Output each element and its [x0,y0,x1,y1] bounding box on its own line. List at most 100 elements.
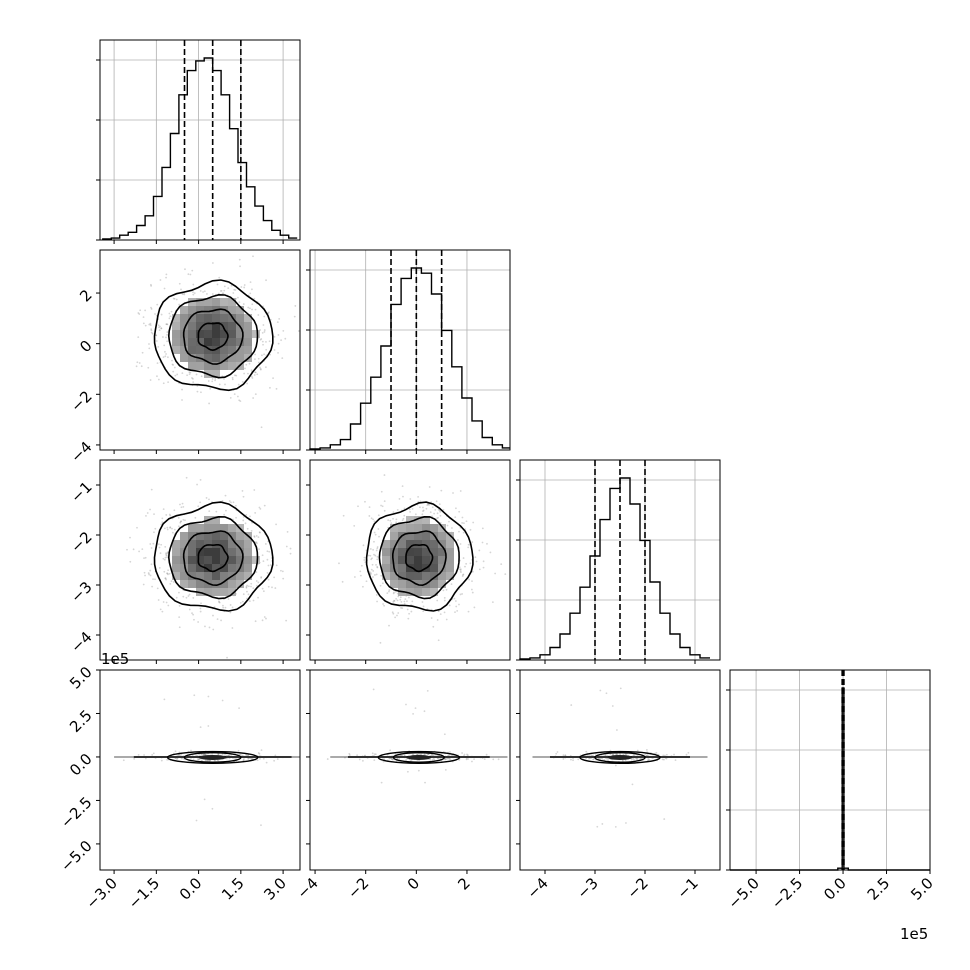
scatter-point [200,759,203,762]
contour-core [198,754,227,760]
scatter-point [150,563,153,566]
scatter-point [471,580,473,583]
scatter-point [403,603,406,605]
scatter-point [198,758,200,761]
scatter-point [427,753,430,756]
scatter-point [446,524,449,527]
scatter-point [471,570,474,573]
density-cell [406,524,414,532]
scatter-point [152,542,155,545]
scatter-point [621,759,624,762]
contour-line [392,530,447,587]
density-cell [446,572,454,580]
density-cell [188,354,196,362]
scatter-point [229,611,232,614]
scatter-point [664,754,666,757]
scatter-point [459,593,462,596]
scatter-point [242,593,245,596]
scatter-point [297,330,300,332]
scatter-point [157,324,160,327]
density-cell [236,532,244,540]
scatter-point [181,293,184,296]
scatter-point [406,770,409,773]
scatter-point [161,517,164,520]
density-cell [188,346,196,354]
scatter-point [200,602,202,605]
density-cell [422,532,430,540]
scatter-point [166,526,169,529]
scatter-point [363,556,366,559]
scatter-point [430,753,433,756]
scatter-point [162,336,164,338]
density-cell [228,540,236,548]
contour-line [166,750,259,765]
scatter-point [204,625,206,628]
axes-frame [99,459,301,661]
scatter-point [463,522,465,525]
scatter-point [458,530,460,533]
scatter-point [166,333,169,336]
scatter-point [174,374,177,377]
scatter-point [437,610,440,613]
scatter-point [463,753,466,756]
scatter-point [443,596,446,599]
scatter-point [168,513,171,516]
scatter-point [250,375,253,378]
scatter-point [178,282,181,285]
scatter-point [212,614,214,617]
scatter-point [276,321,279,323]
scatter-point [426,504,429,506]
scatter-point [162,557,165,560]
scatter-point [246,584,248,587]
scatter-point [250,585,252,588]
scatter-point [462,573,465,576]
scatter-point [256,759,259,762]
scatter-point [448,604,451,607]
scatter-point [235,374,238,377]
density-cell [430,580,438,588]
density-cell [252,330,260,338]
density-cell [414,556,422,564]
scatter-point [198,753,201,756]
scatter-point [465,562,468,565]
scatter-point [259,508,262,510]
scatter-point [250,369,253,372]
scatter-point [368,506,371,509]
density-cell [422,556,430,564]
scatter-point [253,489,256,491]
scatter-point [433,512,436,515]
scatter-point [422,506,424,509]
scatter-point [212,628,215,631]
scatter-point [403,514,406,517]
scatter-point [253,535,256,538]
scatter-point [419,500,422,503]
x-tick-label: −1 [673,874,701,902]
scatter-point [631,757,634,760]
contour-line [392,751,445,763]
scatter-point [401,485,404,488]
scatter-point [381,505,384,508]
scatter-point [469,562,472,565]
scatter-point [199,726,202,729]
scatter-point [395,597,398,600]
scatter-point [249,515,251,518]
scatter-point [369,548,372,550]
scatter-point [172,364,174,366]
density-cell [212,322,220,330]
scatter-point [166,572,169,575]
scatter-point [211,262,214,264]
density-cell [220,564,228,572]
scatter-point [138,313,141,315]
scatter-point [614,764,617,767]
scatter-point [265,279,267,282]
density-cell [196,564,204,572]
scatter-point [605,692,608,695]
scatter-point [229,604,232,606]
density-cell [414,524,422,532]
scatter-point [431,506,434,509]
scatter-point [391,758,393,761]
scatter-point [167,356,169,359]
scatter-point [252,599,255,602]
density-cell [188,556,196,564]
scatter-point [474,556,477,559]
